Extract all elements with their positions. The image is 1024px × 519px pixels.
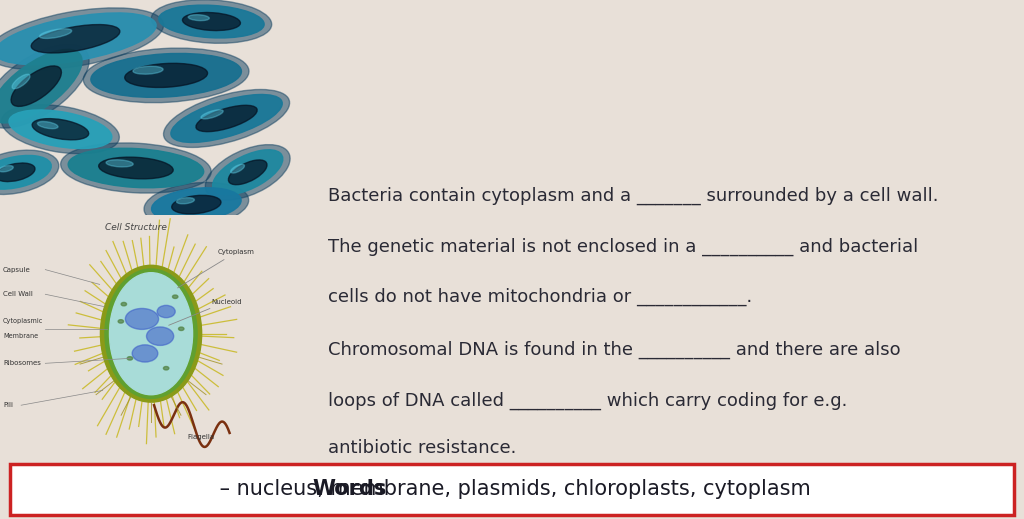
Text: Cytoplasmic: Cytoplasmic [3,318,43,324]
Ellipse shape [38,121,58,129]
Text: Words: Words [312,479,387,499]
Ellipse shape [0,166,13,172]
Ellipse shape [9,110,112,148]
Ellipse shape [1,105,120,154]
FancyBboxPatch shape [10,464,1014,515]
Text: Cell Structure: Cell Structure [105,223,167,232]
Ellipse shape [91,53,242,98]
Ellipse shape [213,150,283,195]
Ellipse shape [12,74,30,89]
Text: Flagella: Flagella [187,434,214,440]
Ellipse shape [0,44,89,128]
Text: loops of DNA called __________ which carry coding for e.g.: loops of DNA called __________ which car… [328,391,847,409]
Ellipse shape [100,265,202,402]
Ellipse shape [182,12,241,31]
Ellipse shape [133,66,163,74]
Text: The genetic material is not enclosed in a __________ and bacterial: The genetic material is not enclosed in … [328,238,919,256]
Ellipse shape [105,269,197,399]
Ellipse shape [0,8,164,70]
Text: – nucleus, membrane, plasmids, chloroplasts, cytoplasm: – nucleus, membrane, plasmids, chloropla… [213,479,811,499]
Text: cells do not have mitochondria or ____________.: cells do not have mitochondria or ______… [328,288,752,306]
Ellipse shape [196,105,257,132]
Ellipse shape [125,308,159,330]
Ellipse shape [230,165,245,173]
Ellipse shape [0,150,58,195]
Ellipse shape [171,94,283,142]
Ellipse shape [127,357,133,360]
Ellipse shape [157,305,175,318]
Text: Chromosomal DNA is found in the __________ and there are also: Chromosomal DNA is found in the ________… [328,341,900,359]
Text: Cell Wall: Cell Wall [3,291,33,297]
Ellipse shape [228,160,267,185]
Ellipse shape [172,295,178,298]
Ellipse shape [83,48,249,103]
Text: Nucleoid: Nucleoid [169,298,242,325]
Ellipse shape [164,366,169,370]
Text: Capsule: Capsule [3,267,31,272]
Ellipse shape [0,155,51,189]
Ellipse shape [152,0,271,43]
Ellipse shape [132,345,158,362]
Ellipse shape [40,29,72,38]
Text: Cytoplasm: Cytoplasm [177,249,254,288]
Text: Pili: Pili [3,402,13,408]
Ellipse shape [164,89,290,147]
Ellipse shape [110,272,193,395]
Ellipse shape [31,24,120,53]
Ellipse shape [172,195,221,214]
Ellipse shape [178,327,184,331]
Ellipse shape [0,163,35,182]
Ellipse shape [0,13,156,64]
Ellipse shape [118,320,124,323]
Ellipse shape [121,303,127,306]
Ellipse shape [159,5,264,38]
Ellipse shape [176,198,195,204]
Ellipse shape [144,182,249,227]
Ellipse shape [11,66,61,106]
Ellipse shape [0,49,82,123]
Ellipse shape [125,63,208,88]
Ellipse shape [201,110,223,119]
Ellipse shape [98,157,173,179]
Ellipse shape [32,119,89,140]
Ellipse shape [188,15,209,21]
Ellipse shape [205,145,290,200]
Text: Membrane: Membrane [3,333,38,339]
Text: antibiotic resistance.: antibiotic resistance. [328,439,516,457]
Ellipse shape [146,327,174,346]
Ellipse shape [106,160,133,167]
Ellipse shape [60,143,211,193]
Text: Bacteria contain cytoplasm and a _______ surrounded by a cell wall.: Bacteria contain cytoplasm and a _______… [328,187,938,206]
Ellipse shape [69,148,204,188]
Ellipse shape [152,188,241,222]
Text: Ribosomes: Ribosomes [3,360,41,366]
